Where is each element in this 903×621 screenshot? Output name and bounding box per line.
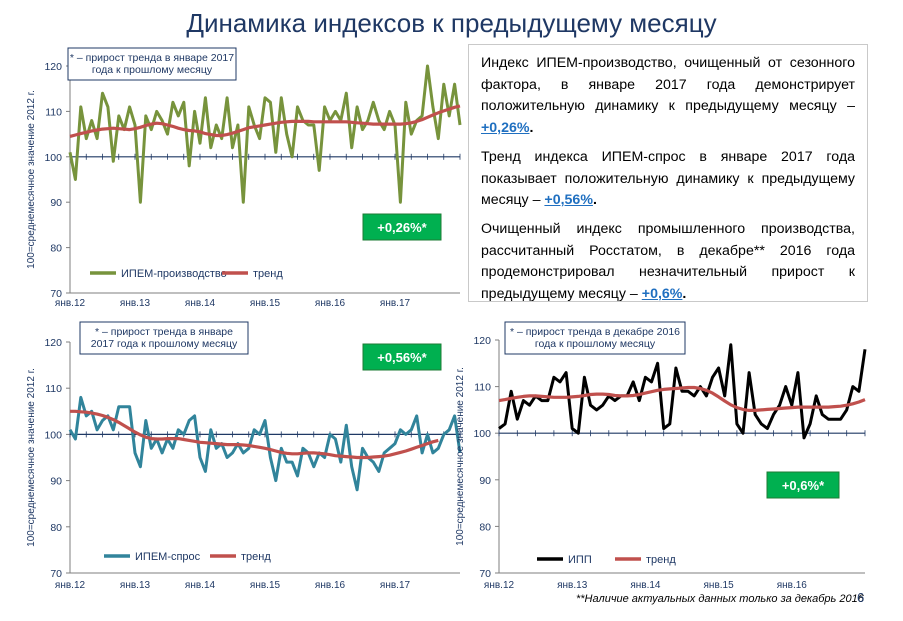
x-tick-label: янв.15 — [704, 580, 735, 591]
commentary-demand-end: . — [592, 192, 597, 208]
x-tick-label: янв.12 — [55, 298, 86, 309]
growth-badge-label: +0,6%* — [782, 478, 825, 493]
y-tick-label: 120 — [44, 61, 62, 73]
note-text: * – прирост тренда в январе — [95, 326, 233, 338]
commentary-production-text: Индекс ИПЕМ-производство, очищенный от с… — [481, 55, 855, 114]
y-tick-label: 90 — [50, 476, 62, 488]
chart-demand: 70 80 90 100 110 120 янв.12 янв.13 янв.14 янв.15 я… — [26, 321, 462, 591]
x-tick-label: янв.16 — [315, 580, 346, 591]
y-axis-label: 100=среднемесячное значение 2012 г. — [26, 90, 37, 269]
y-axis-label: 100=среднемесячное значение 2012 г. — [26, 368, 37, 547]
page-number: 6 — [857, 590, 865, 605]
series-line-index — [68, 395, 462, 492]
note-text: * – прирост тренда в январе 2017 — [70, 52, 234, 64]
y-tick-label: 80 — [50, 243, 62, 255]
commentary-demand-text: Тренд индекса ИПЕМ-спрос в январе 2017 г… — [481, 149, 855, 208]
legend-label: тренд — [646, 554, 676, 566]
commentary-production-end: . — [529, 119, 534, 136]
y-tick-label: 120 — [44, 337, 62, 349]
y-tick-label: 90 — [50, 197, 62, 209]
y-tick-label: 110 — [45, 383, 62, 395]
note-box — [79, 321, 249, 355]
y-tick-label: 100 — [473, 428, 491, 440]
commentary-demand: Тренд индекса ИПЕМ-спрос в январе 2017 г… — [481, 147, 855, 212]
chart-ipp: 70 80 90 100 110 120 янв.12 янв.13 янв.14 янв.15 я… — [455, 321, 867, 591]
legend-label: ИПЕМ-производство — [121, 268, 227, 280]
y-tick-label: 70 — [50, 288, 62, 300]
series-line-trend — [69, 104, 461, 138]
series-line-index — [68, 64, 462, 204]
note-text: года к прошлому месяцу — [535, 338, 656, 350]
legend-label: ИПЕМ-спрос — [135, 551, 201, 563]
x-tick-label: янв.16 — [315, 298, 346, 309]
y-tick-label: 120 — [473, 335, 491, 347]
y-tick-label: 100 — [44, 152, 62, 164]
note-box — [504, 321, 686, 355]
y-tick-label: 70 — [50, 568, 62, 580]
commentary-production-value: +0,26% — [481, 119, 530, 136]
x-tick-label: янв.13 — [557, 580, 588, 591]
growth-badge — [362, 343, 442, 371]
y-tick-label: 80 — [479, 521, 491, 533]
y-tick-label: 90 — [479, 475, 491, 487]
series-line-trend — [498, 385, 866, 413]
x-tick-label: янв.15 — [250, 298, 281, 309]
x-tick-label: янв.17 — [380, 298, 411, 309]
commentary-ipp-end: . — [682, 285, 687, 302]
y-tick-label: 80 — [50, 522, 62, 534]
y-tick-label: 110 — [45, 106, 62, 118]
note-text: * – прирост тренда в декабре 2016 — [510, 326, 680, 338]
series-line-index — [498, 343, 867, 440]
commentary-production: Индекс ИПЕМ-производство, очищенный от с… — [481, 53, 855, 139]
x-tick-label: янв.13 — [120, 580, 151, 591]
x-tick-label: янв.14 — [630, 580, 661, 591]
series-line-trend — [70, 409, 439, 460]
page-title: Динамика индексов к предыдущему месяцу — [186, 8, 717, 38]
legend-label: тренд — [241, 551, 271, 563]
y-tick-label: 70 — [479, 568, 491, 580]
x-tick-label: янв.14 — [185, 580, 216, 591]
legend-label: тренд — [253, 268, 283, 280]
commentary-ipp: Очищенный индекс промышленного производс… — [481, 219, 855, 305]
legend-label: ИПП — [568, 554, 592, 566]
x-tick-label: янв.17 — [380, 580, 411, 591]
x-tick-label: янв.12 — [484, 580, 515, 591]
chart-production: 70 80 90 100 110 120 янв.12 янв.13 янв.14 янв.15 я… — [26, 47, 462, 309]
x-tick-label: янв.15 — [250, 580, 281, 591]
growth-badge — [766, 471, 840, 499]
note-text: года к прошлому месяцу — [92, 64, 213, 76]
x-tick-label: янв.14 — [185, 298, 216, 309]
note-text: 2017 года к прошлому месяцу — [91, 338, 238, 350]
y-tick-label: 100 — [44, 429, 62, 441]
commentary-ipp-value: +0,6% — [641, 285, 683, 302]
commentary-panel: Индекс ИПЕМ-производство, очищенный от с… — [468, 44, 868, 302]
x-tick-label: янв.12 — [55, 580, 86, 591]
growth-badge-label: +0,56%* — [377, 350, 427, 365]
y-tick-label: 110 — [474, 382, 491, 394]
growth-badge — [362, 213, 442, 241]
x-tick-label: янв.16 — [777, 580, 808, 591]
commentary-ipp-text: Очищенный индекс промышленного производс… — [481, 221, 855, 302]
x-tick-label: янв.13 — [120, 298, 151, 309]
y-axis-label: 100=среднемесячное значение 2012 г. — [455, 367, 466, 546]
note-box — [67, 47, 237, 81]
commentary-demand-value: +0,56% — [544, 192, 593, 208]
footnote: **Наличие актуальных данных только за де… — [576, 593, 864, 605]
growth-badge-label: +0,26%* — [377, 220, 427, 235]
